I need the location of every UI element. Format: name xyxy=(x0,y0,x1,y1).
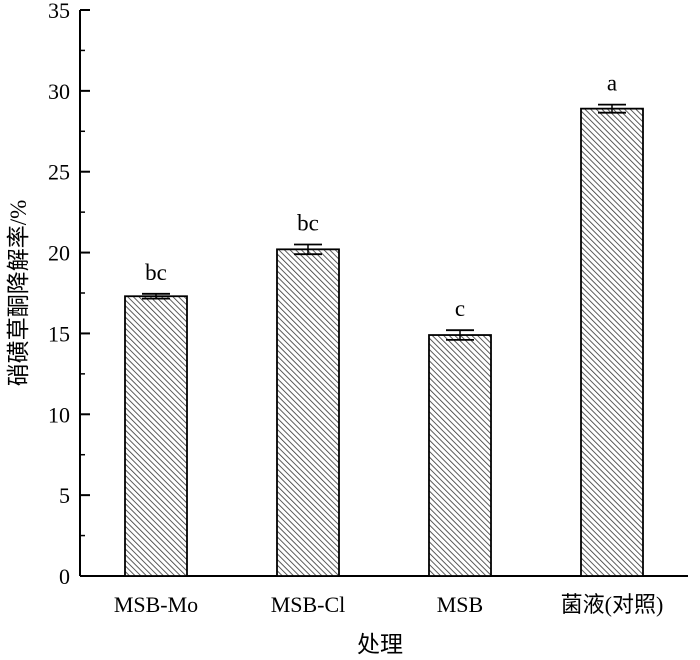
y-tick-label: 5 xyxy=(59,483,70,508)
y-tick-label: 0 xyxy=(59,564,70,589)
y-tick-label: 35 xyxy=(48,0,70,23)
x-axis-title: 处理 xyxy=(357,632,403,657)
significance-label: c xyxy=(455,296,465,321)
x-tick-label: MSB-Mo xyxy=(114,592,198,617)
y-tick-label: 30 xyxy=(48,79,70,104)
y-tick-label: 25 xyxy=(48,160,70,185)
y-axis-title: 硝磺草酮降解率/% xyxy=(6,200,31,387)
significance-label: bc xyxy=(145,260,167,285)
bar xyxy=(428,334,492,577)
y-tick-label: 10 xyxy=(48,402,70,427)
bar xyxy=(276,248,340,577)
bar xyxy=(124,295,188,577)
bar xyxy=(580,107,644,577)
labels: 0 5 10 15 20 25 30 35 bc MSB-Mo bc MSB-Cl c MSB a 菌液(对照… xyxy=(6,0,663,657)
x-tick-label: MSB-Cl xyxy=(271,592,346,617)
y-tick-label: 20 xyxy=(48,241,70,266)
bars xyxy=(124,103,644,577)
y-tick-label: 15 xyxy=(48,321,70,346)
x-tick-label: MSB xyxy=(437,592,483,617)
significance-label: a xyxy=(607,71,617,96)
x-tick-label: 菌液(对照) xyxy=(561,592,664,617)
significance-label: bc xyxy=(297,210,319,235)
